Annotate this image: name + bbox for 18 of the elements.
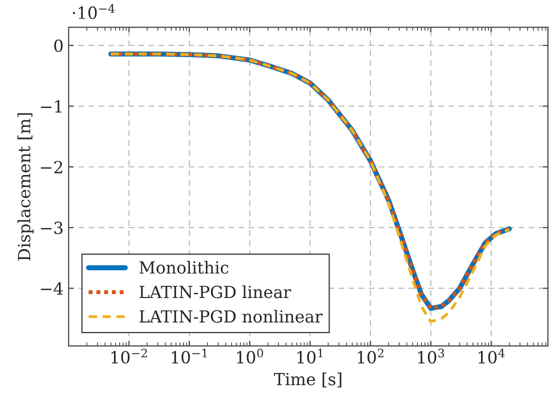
x-tick-label: 10$^{−2}$: [112, 348, 147, 364]
x-tick-label: 10$^{−1}$: [172, 348, 207, 364]
y-axis-title: Displacement [m]: [18, 113, 34, 260]
x-axis-title: Time [s]: [274, 372, 342, 388]
legend-label: LATIN-PGD linear: [140, 285, 292, 298]
y-tick-label: −3: [40, 222, 63, 234]
y-tick-label: −4: [40, 282, 63, 295]
y-tick-label: −2: [40, 160, 62, 174]
x-tick-label: 10$^{4}$: [478, 348, 505, 364]
x-tick-label: 10$^{2}$: [358, 348, 384, 364]
text: ·10$^{−4}$: [72, 4, 115, 20]
x-tick-label: 10$^{0}$: [237, 348, 264, 364]
x-tick-label: 10$^{3}$: [418, 348, 444, 364]
legend-label: LATIN-PGD nonlinear: [140, 310, 323, 323]
y-tick-label: 0: [54, 39, 63, 52]
legend-label: Monolithic: [139, 260, 228, 274]
x-tick-label: 10$^{1}$: [297, 348, 323, 364]
y-tick-label: −1: [40, 100, 62, 113]
